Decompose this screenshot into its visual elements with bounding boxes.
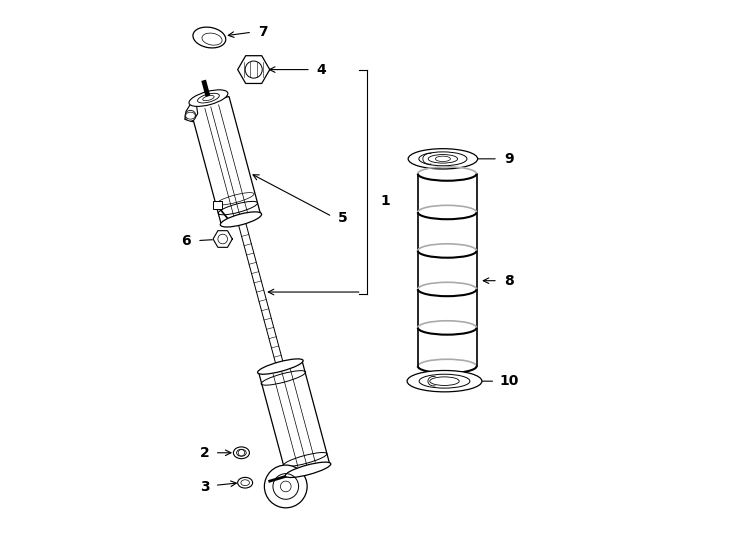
Ellipse shape — [408, 148, 478, 169]
Text: 3: 3 — [200, 480, 210, 494]
Polygon shape — [238, 221, 283, 365]
Ellipse shape — [407, 370, 482, 392]
Ellipse shape — [220, 212, 261, 227]
Ellipse shape — [233, 447, 250, 458]
Ellipse shape — [193, 27, 226, 48]
Polygon shape — [190, 97, 261, 225]
Text: 4: 4 — [316, 63, 327, 77]
Polygon shape — [258, 361, 330, 476]
Text: 8: 8 — [504, 274, 514, 288]
Ellipse shape — [189, 90, 228, 106]
Ellipse shape — [238, 477, 252, 488]
Text: 7: 7 — [258, 25, 268, 39]
Ellipse shape — [286, 462, 331, 477]
Polygon shape — [213, 231, 233, 247]
Circle shape — [185, 110, 196, 121]
Text: 5: 5 — [338, 211, 348, 225]
Ellipse shape — [203, 96, 214, 100]
Text: 10: 10 — [499, 374, 518, 388]
Text: 1: 1 — [381, 193, 390, 207]
Text: 2: 2 — [200, 446, 209, 460]
Text: 6: 6 — [181, 234, 191, 248]
Ellipse shape — [258, 359, 303, 374]
Polygon shape — [185, 103, 197, 122]
FancyBboxPatch shape — [213, 201, 222, 208]
Polygon shape — [238, 56, 269, 84]
Circle shape — [264, 465, 307, 508]
Text: 9: 9 — [504, 152, 514, 166]
